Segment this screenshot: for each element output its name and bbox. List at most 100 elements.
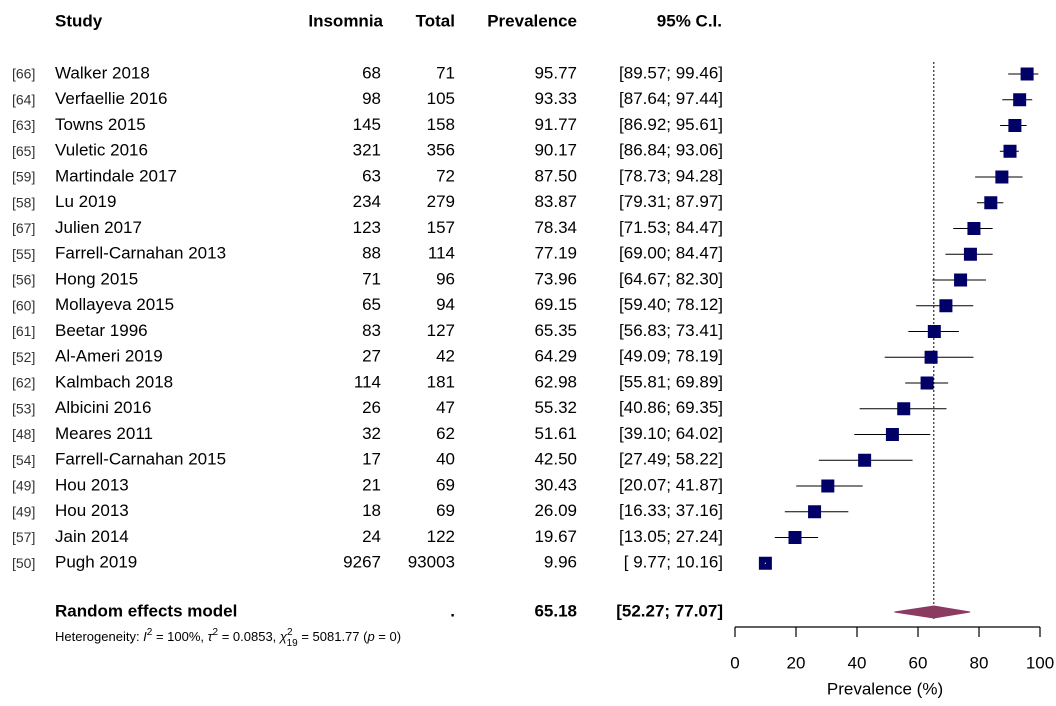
insomnia-count: 9267 [343,553,381,572]
study-marker [920,376,934,390]
study-marker [1008,119,1022,132]
het-part: = 0) [375,629,401,644]
study-marker [984,196,998,210]
het-part: = 5081.77 ( [298,629,368,644]
study-marker [858,453,872,467]
prevalence: 91.77 [534,115,577,134]
ci-text: [27.49; 58.22] [619,450,723,469]
total-count: 158 [427,115,455,134]
prevalence: 73.96 [534,269,577,288]
total-count: 93003 [408,553,455,572]
het-part: 2 [213,627,219,638]
prevalence: 77.19 [534,244,577,263]
het-part: I [143,629,147,644]
ci-text: [86.92; 95.61] [619,115,723,134]
study-marker [821,479,835,493]
total-count: 114 [428,244,455,263]
total-count: 69 [436,501,455,520]
study-name: Meares 2011 [55,424,153,443]
het-part: = 0.0853, [218,629,280,644]
study-marker [954,273,968,287]
study-name: Martindale 2017 [55,166,177,185]
insomnia-count: 98 [362,89,381,108]
total-count: 40 [436,450,455,469]
prevalence: 55.32 [534,398,577,417]
pooled-ci: [52.27; 77.07] [616,601,723,620]
pooled-value: 65.18 [534,601,577,620]
study-ref: [57] [12,529,35,545]
study-name: Beetar 1996 [55,321,148,340]
study-name: Pugh 2019 [55,553,137,572]
study-name: Al-Ameri 2019 [55,347,163,366]
column-header: Total [416,11,455,30]
study-ref: [49] [12,478,35,494]
insomnia-count: 32 [362,424,381,443]
column-header: 95% C.I. [657,11,722,30]
ci-text: [56.83; 73.41] [619,321,723,340]
total-count: 157 [427,218,455,237]
total-count: 94 [436,295,455,314]
study-ref: [63] [12,117,35,133]
insomnia-count: 71 [362,269,381,288]
study-name: Towns 2015 [55,115,146,134]
study-marker [788,531,802,544]
study-marker [1003,144,1017,158]
prevalence: 95.77 [534,63,577,82]
ci-text: [40.86; 69.35] [619,398,723,417]
study-marker [939,299,953,313]
insomnia-count: 63 [362,166,381,185]
study-ref: [53] [12,400,35,416]
study-marker [808,505,822,519]
het-part: p [366,629,374,644]
insomnia-count: 83 [362,321,381,340]
study-marker [1013,93,1027,107]
ci-text: [55.81; 69.89] [619,372,723,391]
x-tick-label: 40 [848,653,867,672]
study-ref: [48] [12,426,35,442]
prevalence: 42.50 [534,450,577,469]
prevalence: 62.98 [534,372,577,391]
study-ref: [62] [12,375,35,391]
study-ref: [66] [12,66,35,82]
study-ref: [61] [12,323,35,339]
study-name: Jain 2014 [55,527,129,546]
prevalence: 83.87 [534,192,577,211]
insomnia-count: 17 [362,450,381,469]
study-marker [1020,67,1034,81]
study-ref: [52] [12,349,35,365]
het-part: 19 [287,638,299,649]
ci-text: [86.84; 93.06] [619,141,723,160]
prevalence: 90.17 [534,141,577,160]
insomnia-count: 21 [362,475,381,494]
study-name: Hou 2013 [55,501,129,520]
column-header: Insomnia [308,11,383,30]
x-tick-label: 100 [1026,653,1054,672]
heterogeneity: Heterogeneity: I2 = 100%, τ2 = 0.0853, χ… [55,627,401,649]
x-axis-label: Prevalence (%) [827,679,943,698]
study-ref: [67] [12,220,35,236]
ci-text: [87.64; 97.44] [619,89,723,108]
ci-text: [39.10; 64.02] [619,424,723,443]
prevalence: 87.50 [534,166,577,185]
prevalence: 65.35 [534,321,577,340]
study-name: Farrell-Carnahan 2015 [55,450,226,469]
study-name: Vuletic 2016 [55,141,148,160]
het-part: Heterogeneity: [55,629,143,644]
ci-text: [16.33; 37.16] [619,501,723,520]
insomnia-count: 27 [362,347,381,366]
total-count: 62 [436,424,455,443]
prevalence: 26.09 [534,501,577,520]
insomnia-count: 321 [353,141,381,160]
ci-text: [59.40; 78.12] [619,295,723,314]
study-name: Mollayeva 2015 [55,295,174,314]
insomnia-count: 234 [353,192,381,211]
study-marker [967,222,981,235]
total-count: 69 [436,475,455,494]
x-tick-label: 20 [787,653,806,672]
study-marker [927,325,941,338]
ci-text: [89.57; 99.46] [619,63,723,82]
study-name: Lu 2019 [55,192,116,211]
het-part: 2 [287,627,293,638]
insomnia-count: 145 [353,115,381,134]
